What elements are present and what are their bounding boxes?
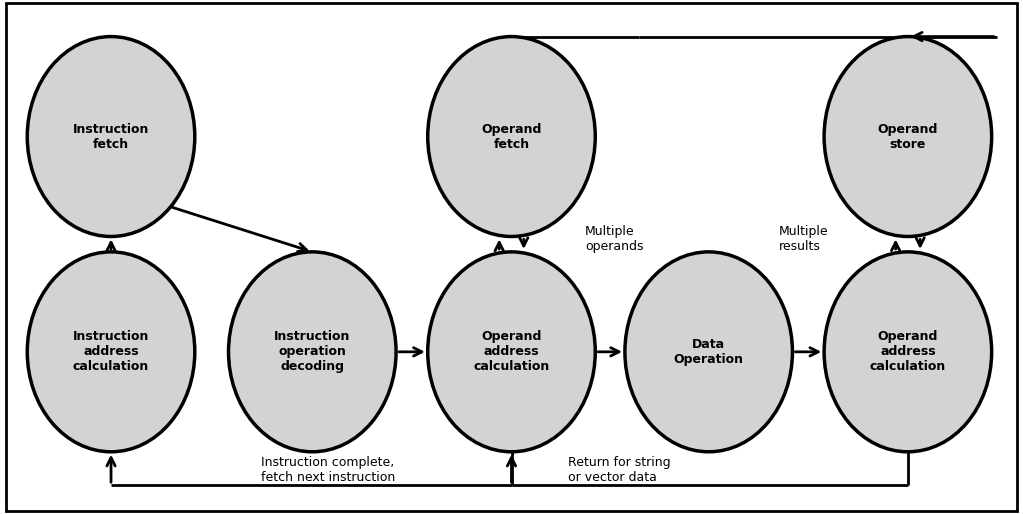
Text: Operand
store: Operand store bbox=[878, 122, 938, 151]
Text: Multiple
results: Multiple results bbox=[780, 225, 829, 253]
Text: Instruction complete,
fetch next instruction: Instruction complete, fetch next instruc… bbox=[261, 456, 396, 484]
Ellipse shape bbox=[28, 36, 194, 236]
Ellipse shape bbox=[825, 252, 991, 452]
Text: Multiple
operands: Multiple operands bbox=[585, 225, 643, 253]
Text: Instruction
fetch: Instruction fetch bbox=[73, 122, 149, 151]
Ellipse shape bbox=[625, 252, 793, 452]
Text: Operand
fetch: Operand fetch bbox=[481, 122, 542, 151]
Ellipse shape bbox=[228, 252, 396, 452]
Text: Return for string
or vector data: Return for string or vector data bbox=[568, 456, 670, 484]
Text: Operand
address
calculation: Operand address calculation bbox=[870, 331, 946, 373]
Ellipse shape bbox=[28, 252, 194, 452]
Text: Instruction
address
calculation: Instruction address calculation bbox=[73, 331, 149, 373]
Text: Operand
address
calculation: Operand address calculation bbox=[474, 331, 549, 373]
Text: Instruction
operation
decoding: Instruction operation decoding bbox=[274, 331, 351, 373]
Ellipse shape bbox=[825, 36, 991, 236]
Ellipse shape bbox=[428, 252, 595, 452]
Ellipse shape bbox=[428, 36, 595, 236]
Text: Data
Operation: Data Operation bbox=[674, 338, 744, 366]
